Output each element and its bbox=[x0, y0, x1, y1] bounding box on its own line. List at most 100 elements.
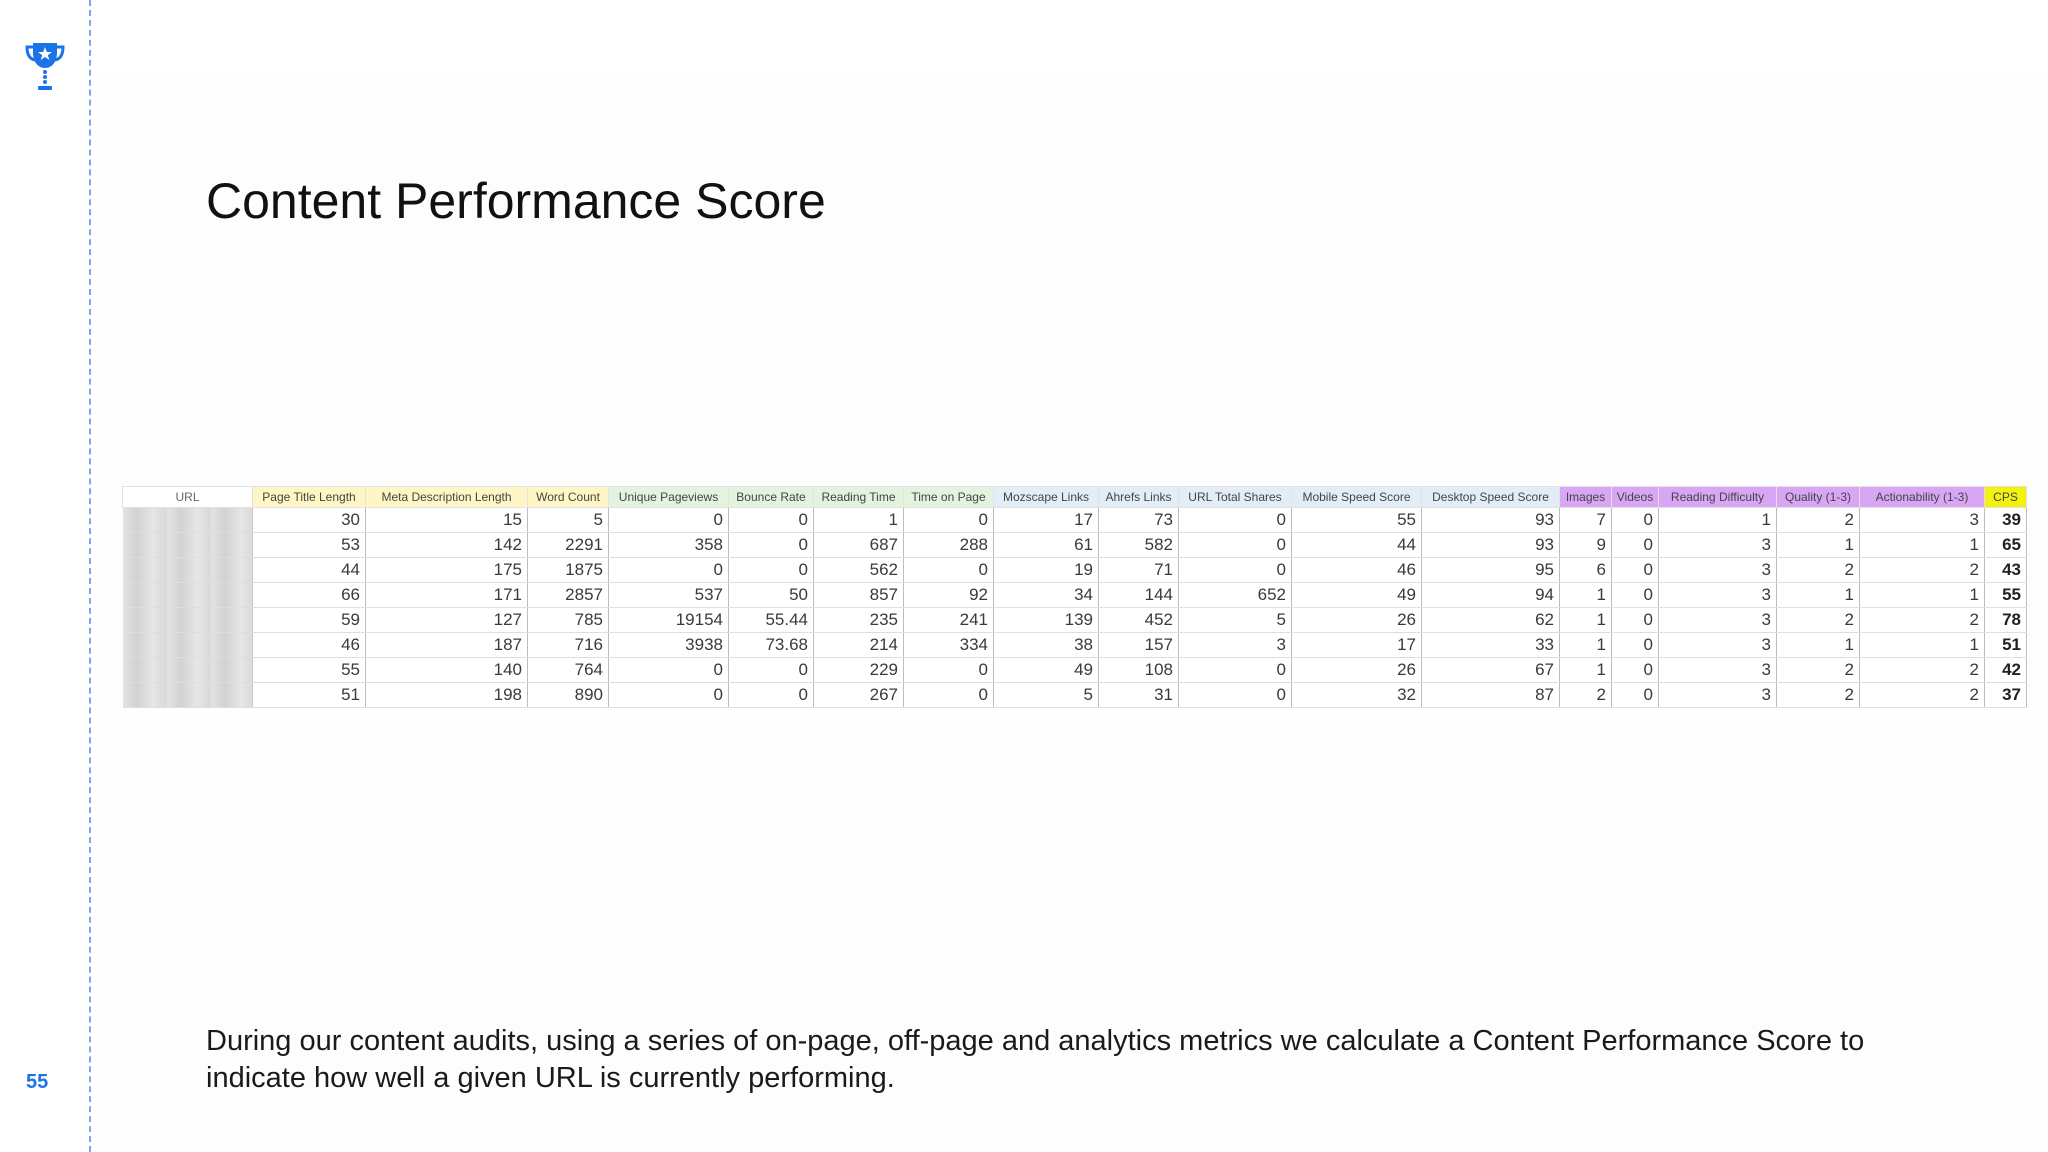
column-header: Mozscape Links bbox=[993, 486, 1099, 508]
table-cell: 0 bbox=[1611, 557, 1659, 583]
column-header: Word Count bbox=[527, 486, 609, 508]
table-cell: 92 bbox=[903, 582, 994, 608]
table-cell: 582 bbox=[1098, 532, 1179, 558]
table-cell: 44 bbox=[1291, 532, 1422, 558]
column-header: Meta Description Length bbox=[365, 486, 528, 508]
table-cell: 0 bbox=[1178, 682, 1292, 708]
table-cell: 0 bbox=[608, 682, 729, 708]
table-cell: 857 bbox=[813, 582, 904, 608]
table-cell: 214 bbox=[813, 632, 904, 658]
table-cell: 55 bbox=[1291, 507, 1422, 533]
table-cell: 198 bbox=[365, 682, 528, 708]
table-cell: 0 bbox=[1178, 532, 1292, 558]
url-cell-blurred bbox=[122, 507, 253, 533]
table-cell: 0 bbox=[1611, 582, 1659, 608]
table-cell: 3938 bbox=[608, 632, 729, 658]
table-cell: 3 bbox=[1658, 557, 1777, 583]
table-cell: 55 bbox=[252, 657, 366, 683]
table-cell: 93 bbox=[1421, 507, 1560, 533]
table-cell: 1 bbox=[1859, 532, 1985, 558]
table-cell: 50 bbox=[728, 582, 814, 608]
table-cell: 0 bbox=[1611, 607, 1659, 633]
table-cell: 1 bbox=[1776, 532, 1860, 558]
table-cell: 0 bbox=[1611, 532, 1659, 558]
table-cell: 2 bbox=[1776, 557, 1860, 583]
rail-divider bbox=[89, 0, 91, 1152]
column-header: Reading Time bbox=[813, 486, 904, 508]
cps-cell: 78 bbox=[1984, 607, 2027, 633]
table-cell: 0 bbox=[728, 532, 814, 558]
cps-cell: 55 bbox=[1984, 582, 2027, 608]
column-header: Unique Pageviews bbox=[608, 486, 729, 508]
table-cell: 44 bbox=[252, 557, 366, 583]
table-cell: 0 bbox=[1611, 682, 1659, 708]
table-cell: 62 bbox=[1421, 607, 1560, 633]
url-cell-blurred bbox=[122, 582, 253, 608]
table-cell: 2 bbox=[1859, 682, 1985, 708]
cps-cell: 51 bbox=[1984, 632, 2027, 658]
table-cell: 0 bbox=[1178, 657, 1292, 683]
table-cell: 3 bbox=[1658, 657, 1777, 683]
cps-cell: 42 bbox=[1984, 657, 2027, 683]
table-cell: 1 bbox=[813, 507, 904, 533]
column-header: Actionability (1-3) bbox=[1859, 486, 1985, 508]
table-cell: 33 bbox=[1421, 632, 1560, 658]
table-cell: 15 bbox=[365, 507, 528, 533]
url-cell-blurred bbox=[122, 557, 253, 583]
column-header: Desktop Speed Score bbox=[1421, 486, 1560, 508]
table-cell: 171 bbox=[365, 582, 528, 608]
table-cell: 2 bbox=[1776, 507, 1860, 533]
table-cell: 5 bbox=[993, 682, 1099, 708]
table-cell: 5 bbox=[527, 507, 609, 533]
table-cell: 26 bbox=[1291, 607, 1422, 633]
table-cell: 32 bbox=[1291, 682, 1422, 708]
table-cell: 7 bbox=[1559, 507, 1612, 533]
table-cell: 3 bbox=[1658, 632, 1777, 658]
table-cell: 0 bbox=[728, 557, 814, 583]
column-header: URL bbox=[122, 486, 253, 508]
url-cell-blurred bbox=[122, 607, 253, 633]
cps-cell: 43 bbox=[1984, 557, 2027, 583]
table-cell: 51 bbox=[252, 682, 366, 708]
table-cell: 1 bbox=[1859, 582, 1985, 608]
table-cell: 785 bbox=[527, 607, 609, 633]
table-cell: 1 bbox=[1559, 632, 1612, 658]
table-cell: 73 bbox=[1098, 507, 1179, 533]
trophy-icon bbox=[25, 43, 65, 90]
table-cell: 66 bbox=[252, 582, 366, 608]
description-text: During our content audits, using a serie… bbox=[206, 1025, 1865, 1094]
column-header: Page Title Length bbox=[252, 486, 366, 508]
table-cell: 53 bbox=[252, 532, 366, 558]
table-cell: 26 bbox=[1291, 657, 1422, 683]
url-cell-blurred bbox=[122, 532, 253, 558]
table-row: 44 175 1875 0 0 562 0 19 71 0 46 95 6 0 3 2 2 43 bbox=[122, 557, 2027, 583]
table-row: 66 171 2857 537 50 857 92 34 144 652 49 94 1 0 3 1 1 55 bbox=[122, 582, 2027, 608]
url-cell-blurred bbox=[122, 632, 253, 658]
cps-cell: 65 bbox=[1984, 532, 2027, 558]
table-cell: 3 bbox=[1658, 607, 1777, 633]
table-cell: 30 bbox=[252, 507, 366, 533]
table-cell: 1 bbox=[1559, 657, 1612, 683]
table-cell: 55.44 bbox=[728, 607, 814, 633]
table-cell: 2 bbox=[1559, 682, 1612, 708]
table-cell: 175 bbox=[365, 557, 528, 583]
table-cell: 267 bbox=[813, 682, 904, 708]
table-cell: 49 bbox=[1291, 582, 1422, 608]
table-cell: 3 bbox=[1658, 682, 1777, 708]
table-cell: 127 bbox=[365, 607, 528, 633]
column-header: Reading Difficulty bbox=[1658, 486, 1777, 508]
table-cell: 0 bbox=[728, 507, 814, 533]
table-cell: 139 bbox=[993, 607, 1099, 633]
table-row: 30 15 5 0 0 1 0 17 73 0 55 93 7 0 1 2 3 39 bbox=[122, 507, 2027, 533]
table-cell: 3 bbox=[1178, 632, 1292, 658]
table-cell: 93 bbox=[1421, 532, 1560, 558]
table-cell: 652 bbox=[1178, 582, 1292, 608]
table-cell: 288 bbox=[903, 532, 994, 558]
table-cell: 3 bbox=[1658, 532, 1777, 558]
table-cell: 142 bbox=[365, 532, 528, 558]
slide-number: 55 bbox=[26, 1071, 49, 1093]
table-cell: 46 bbox=[1291, 557, 1422, 583]
table-cell: 764 bbox=[527, 657, 609, 683]
table-cell: 0 bbox=[903, 557, 994, 583]
table-cell: 452 bbox=[1098, 607, 1179, 633]
